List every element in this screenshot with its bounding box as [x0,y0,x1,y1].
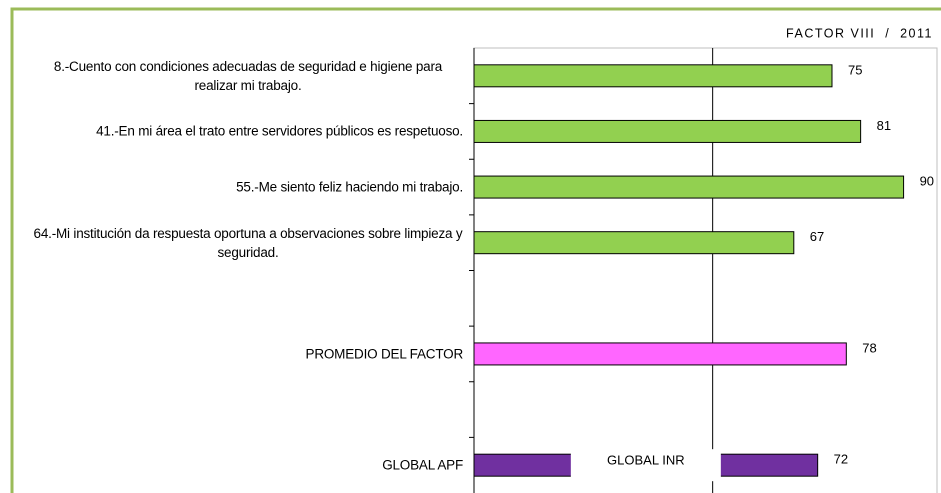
value-label: 90 [920,174,934,189]
bar [473,175,905,199]
bar [473,231,795,255]
category-text: 41.-En mi área el trato entre servidores… [96,123,463,139]
category-label: PROMEDIO DEL FACTOR [305,344,464,363]
category-text: 64.-Mi institución da respuesta oportuna… [33,225,463,260]
frame [10,7,941,493]
category-label: 64.-Mi institución da respuesta oportuna… [33,224,463,262]
annotation-box [570,449,721,482]
category-text: 55.-Me siento feliz haciendo mi trabajo. [236,179,463,195]
category-text: PROMEDIO DEL FACTOR [305,346,464,362]
bar [473,64,833,88]
value-label: 78 [862,340,876,355]
value-label: 81 [877,118,891,133]
category-label: GLOBAL APF [382,456,463,475]
bar [473,342,847,366]
plot-area [473,47,938,493]
category-text: 8.-Cuento con condiciones adecuadas de s… [53,58,443,93]
category-text: GLOBAL APF [382,457,463,473]
category-label: 55.-Me siento feliz haciendo mi trabajo. [236,178,463,197]
value-label: 72 [834,452,848,467]
bar [473,119,862,143]
category-label: 41.-En mi área el trato entre servidores… [96,122,463,141]
chart-title: FACTOR VIII / 2011 [786,26,933,40]
value-label: 75 [848,62,862,77]
value-label: 67 [810,229,824,244]
annotation: GLOBAL INR [607,453,685,468]
category-label: 8.-Cuento con condiciones adecuadas de s… [33,57,463,95]
